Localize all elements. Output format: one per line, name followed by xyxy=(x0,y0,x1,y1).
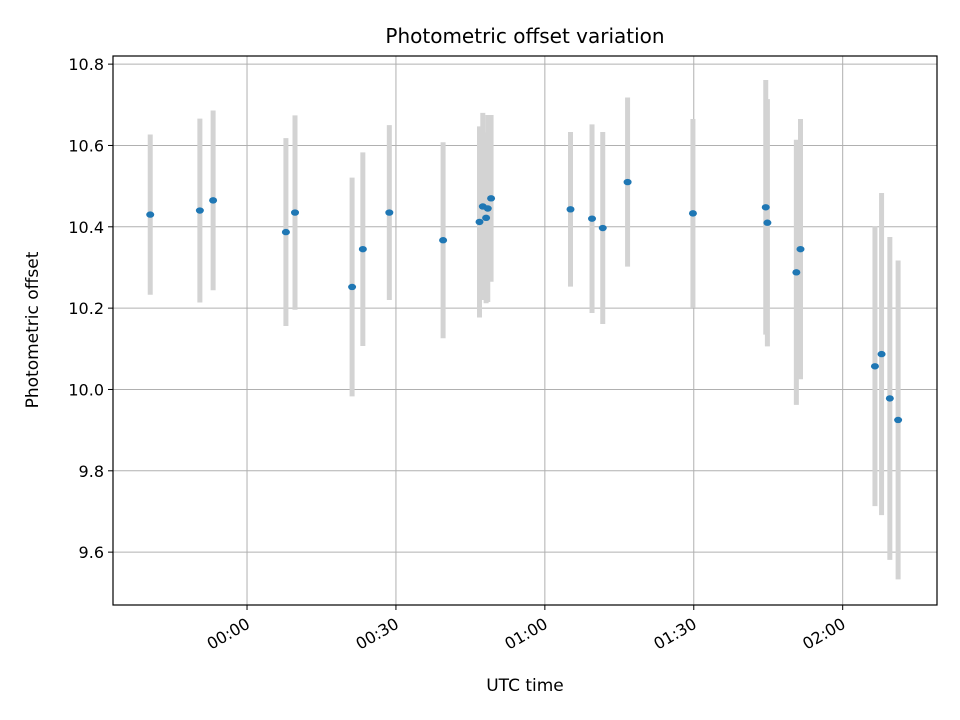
x-axis-label: UTC time xyxy=(486,676,564,696)
data-point xyxy=(291,209,300,216)
y-tick-label: 10.0 xyxy=(68,380,104,399)
data-point xyxy=(439,237,448,244)
data-point xyxy=(588,215,597,222)
data-point xyxy=(877,350,886,358)
y-tick-label: 10.2 xyxy=(68,299,104,318)
y-tick-label: 10.8 xyxy=(68,55,104,74)
data-point xyxy=(348,283,357,291)
data-point xyxy=(870,363,879,370)
data-point xyxy=(483,205,492,212)
data-point xyxy=(894,416,903,424)
data-point xyxy=(475,218,484,226)
data-point xyxy=(623,178,632,186)
data-point xyxy=(598,224,607,232)
data-point xyxy=(146,211,155,218)
data-point xyxy=(487,195,496,202)
data-point xyxy=(482,214,491,222)
data-point xyxy=(385,209,394,216)
data-point xyxy=(763,219,772,226)
data-point xyxy=(885,395,894,402)
y-tick-label: 10.4 xyxy=(68,218,104,237)
data-point xyxy=(792,269,801,276)
data-point xyxy=(566,206,575,213)
y-tick-label: 9.8 xyxy=(79,462,104,481)
chart-title: Photometric offset variation xyxy=(385,24,664,48)
y-axis-ticks: 9.6 9.8 10.0 10.2 10.4 10.6 10.8 xyxy=(68,55,113,562)
data-point xyxy=(209,197,218,204)
data-point xyxy=(281,228,290,236)
y-tick-label: 10.6 xyxy=(68,136,104,155)
y-tick-label: 9.6 xyxy=(79,543,104,562)
data-points xyxy=(146,178,903,424)
data-point xyxy=(195,207,204,214)
data-point xyxy=(688,210,697,217)
plot-frame xyxy=(112,55,938,606)
y-axis-label: Photometric offset xyxy=(23,251,43,408)
data-point xyxy=(761,204,770,211)
data-point xyxy=(796,245,805,253)
data-point xyxy=(358,245,367,253)
